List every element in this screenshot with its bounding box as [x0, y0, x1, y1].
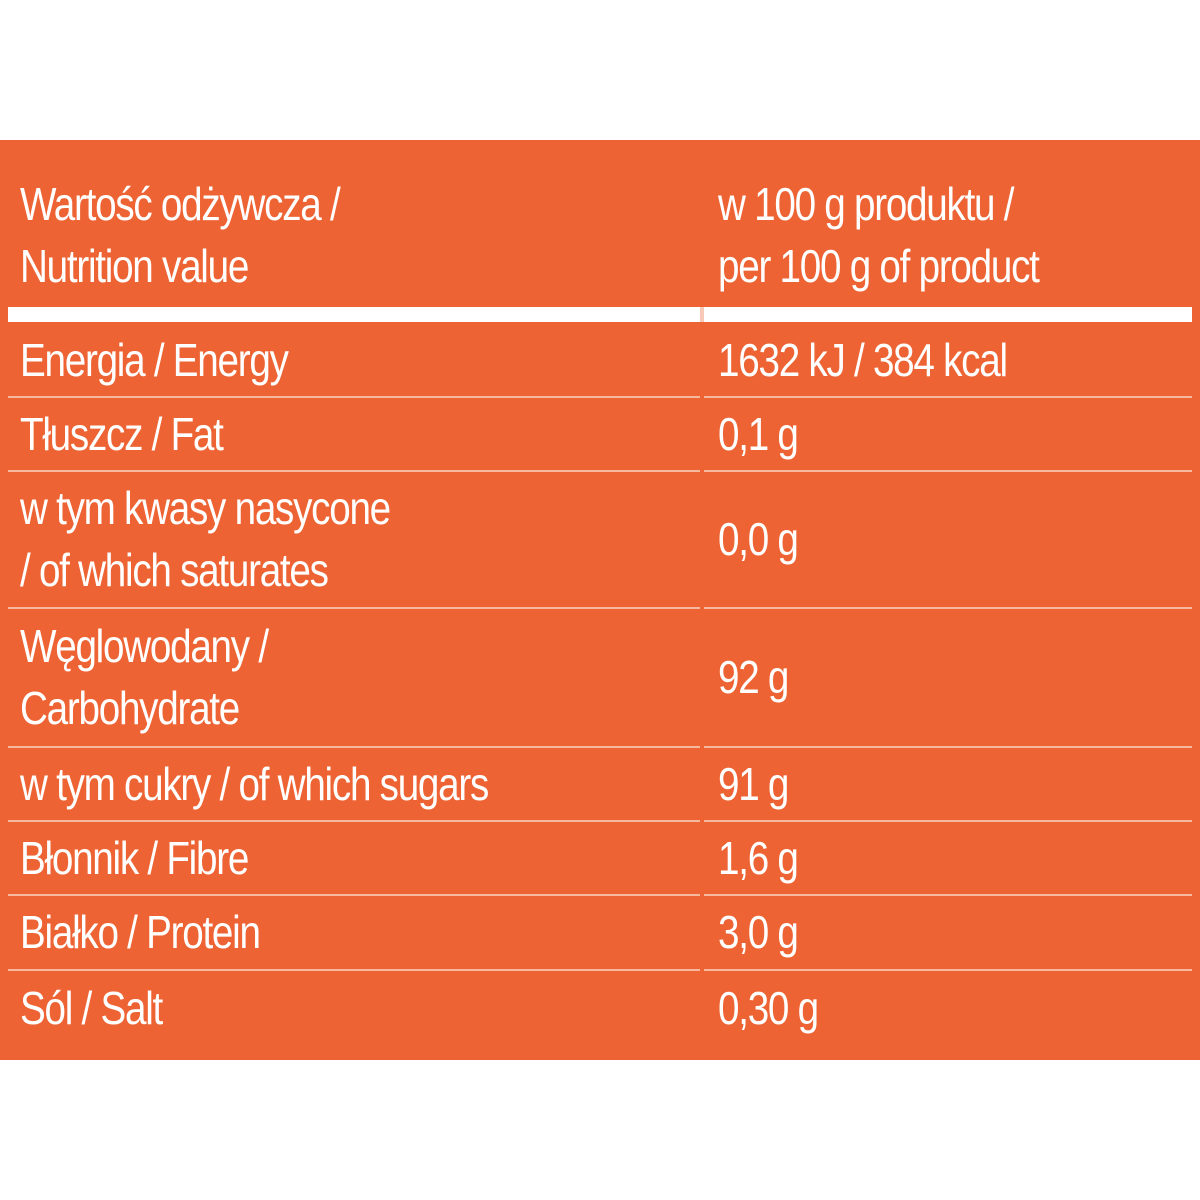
row-label-text: w tym cukry / of which sugars	[20, 758, 489, 810]
nutrition-table: Wartość odżywcza / Nutrition value w 100…	[0, 140, 1200, 1060]
header-nutrient-line-1: Wartość odżywcza /	[20, 178, 341, 230]
row-value-energy: 1632 kJ / 384 kcal	[718, 334, 1008, 386]
row-label-text: Carbohydrate	[20, 682, 240, 734]
row-label-text: Błonnik / Fibre	[20, 832, 249, 884]
row-value-carbohydrate: 92 g	[718, 651, 789, 703]
row-value-fibre: 1,6 g	[718, 832, 799, 884]
row-label-fat: Tłuszcz / Fat	[20, 398, 224, 470]
header-value-line-1: w 100 g produktu /	[718, 178, 1014, 230]
row-value-fat: 0,1 g	[718, 408, 799, 460]
header-nutrient-line-2: Nutrition value	[20, 240, 249, 292]
row-divider	[8, 396, 1192, 398]
row-divider	[8, 969, 1192, 971]
row-label-salt: Sól / Salt	[20, 971, 163, 1045]
row-label-text: w tym kwasy nasycone	[20, 482, 391, 534]
row-divider	[8, 470, 1192, 472]
row-divider	[8, 894, 1192, 896]
row-label-text: / of which saturates	[20, 544, 329, 596]
row-label-carbohydrate: Węglowodany / Carbohydrate	[20, 609, 269, 745]
row-value-salt: 0,30 g	[718, 982, 819, 1034]
row-label-saturates: w tym kwasy nasycone / of which saturate…	[20, 472, 391, 606]
row-divider	[8, 746, 1192, 748]
header-value-column: w 100 g produktu / per 100 g of product	[718, 170, 1040, 300]
row-label-text: Energia / Energy	[20, 334, 289, 386]
row-label-sugars: w tym cukry / of which sugars	[20, 748, 489, 820]
header-value-line-2: per 100 g of product	[718, 240, 1040, 292]
row-value-protein: 3,0 g	[718, 906, 799, 958]
header-divider	[8, 307, 1192, 322]
row-label-text: Tłuszcz / Fat	[20, 408, 224, 460]
header-nutrient-column: Wartość odżywcza / Nutrition value	[20, 170, 341, 300]
row-divider	[8, 820, 1192, 822]
row-label-fibre: Błonnik / Fibre	[20, 822, 249, 894]
row-value-sugars: 91 g	[718, 758, 789, 810]
row-value-saturates: 0,0 g	[718, 513, 799, 565]
row-divider	[8, 607, 1192, 609]
row-label-text: Węglowodany /	[20, 620, 269, 672]
row-label-energy: Energia / Energy	[20, 324, 289, 396]
row-label-protein: Białko / Protein	[20, 896, 261, 968]
row-label-text: Białko / Protein	[20, 906, 261, 958]
row-label-text: Sól / Salt	[20, 982, 163, 1034]
